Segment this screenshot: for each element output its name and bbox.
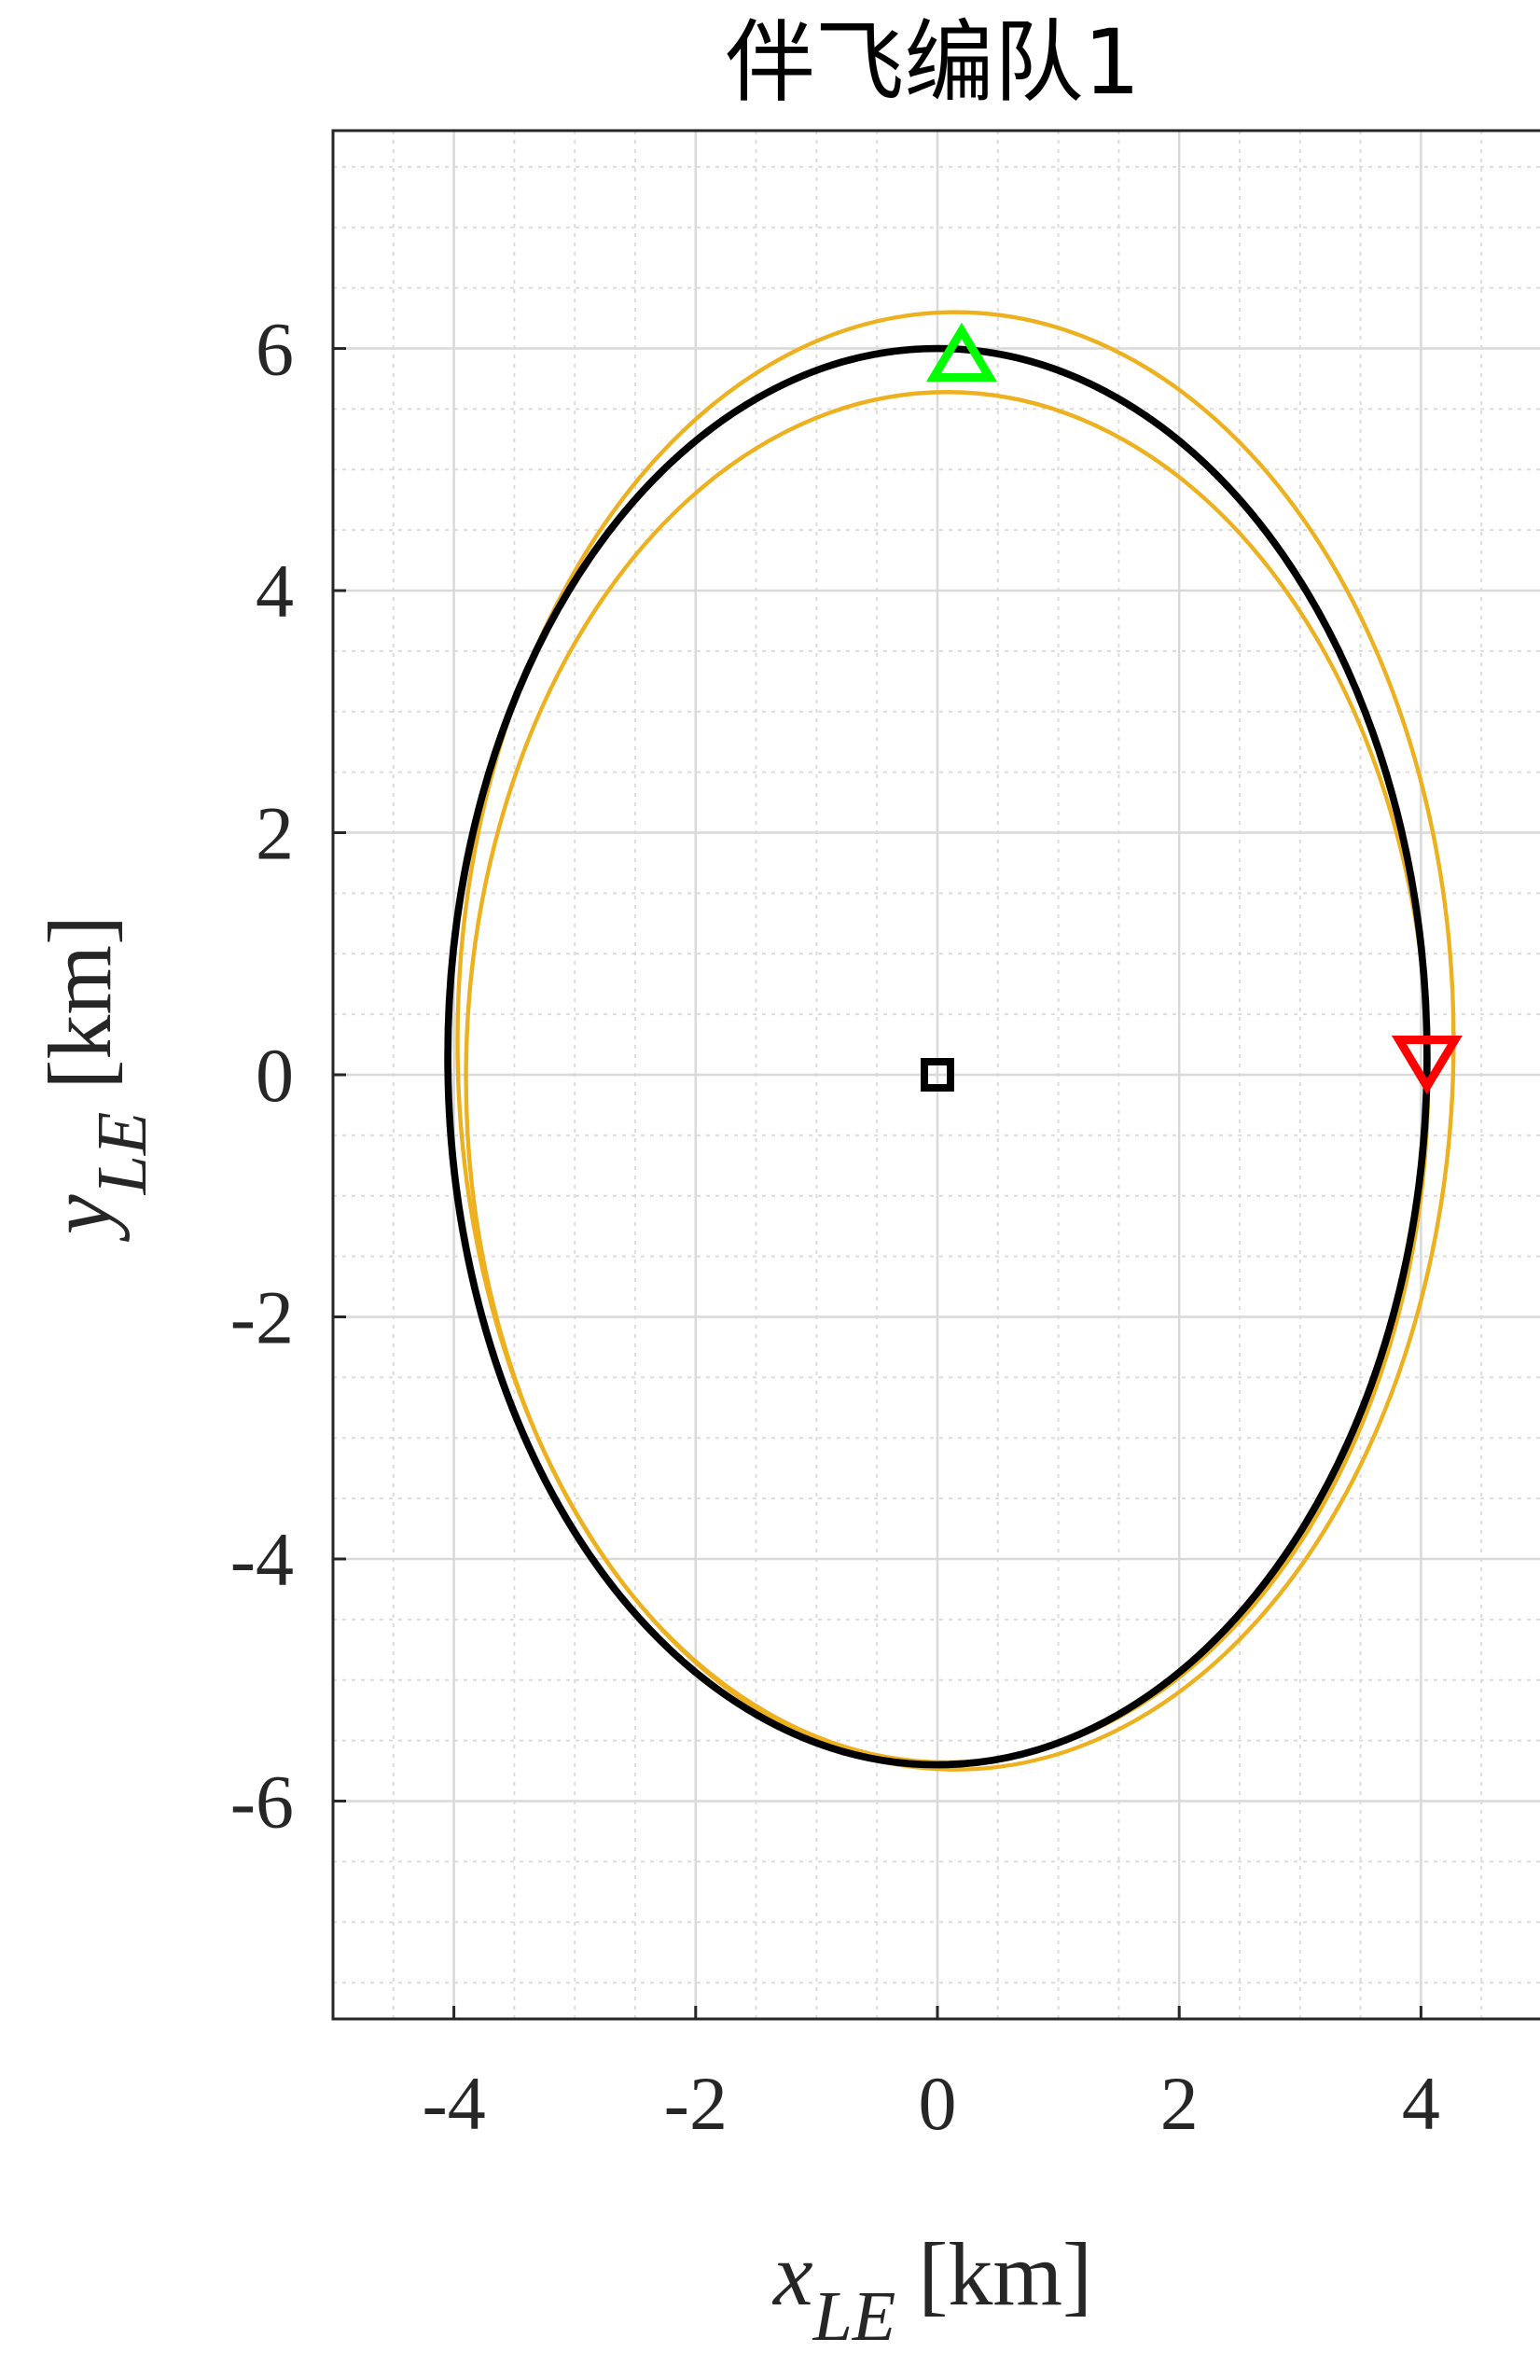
x-axis-unit: [km]	[895, 2224, 1092, 2324]
y-tick-label: 4	[256, 549, 294, 633]
x-tick-labels: -4 -2 0 2 4	[422, 2061, 1439, 2146]
y-tick-label: -6	[230, 1759, 294, 1844]
x-axis-sub: LE	[812, 2277, 896, 2356]
y-tick-label: -2	[230, 1274, 294, 1359]
y-tick-label: -4	[230, 1517, 294, 1602]
x-axis-label: xLE [km]	[771, 2224, 1092, 2356]
y-axis-var: y	[30, 1194, 130, 1243]
y-tick-labels: -6 -4 -2 0 2 4 6	[230, 307, 294, 1844]
chart-title: 伴飞编队1	[725, 10, 1140, 115]
y-axis-label: yLE [km]	[30, 915, 161, 1243]
end-marker	[1391, 1036, 1463, 1095]
y-tick-label: 0	[256, 1033, 294, 1118]
x-tick-label: 2	[1160, 2061, 1199, 2146]
axes	[331, 129, 1540, 2021]
y-tick-label: 2	[256, 791, 294, 876]
reference-orbit	[444, 344, 1431, 1769]
x-tick-label: 0	[919, 2061, 957, 2146]
marker-layer	[921, 322, 1463, 1095]
x-axis-var: x	[771, 2224, 813, 2324]
x-tick-label: -4	[422, 2061, 485, 2146]
y-axis-unit: [km]	[30, 915, 130, 1112]
x-tick-label: 4	[1402, 2061, 1440, 2146]
start-marker	[925, 322, 997, 383]
x-tick-label: -2	[664, 2061, 728, 2146]
y-axis-sub: LE	[83, 1112, 161, 1196]
y-tick-label: 6	[256, 307, 294, 392]
center-marker	[921, 1058, 954, 1092]
